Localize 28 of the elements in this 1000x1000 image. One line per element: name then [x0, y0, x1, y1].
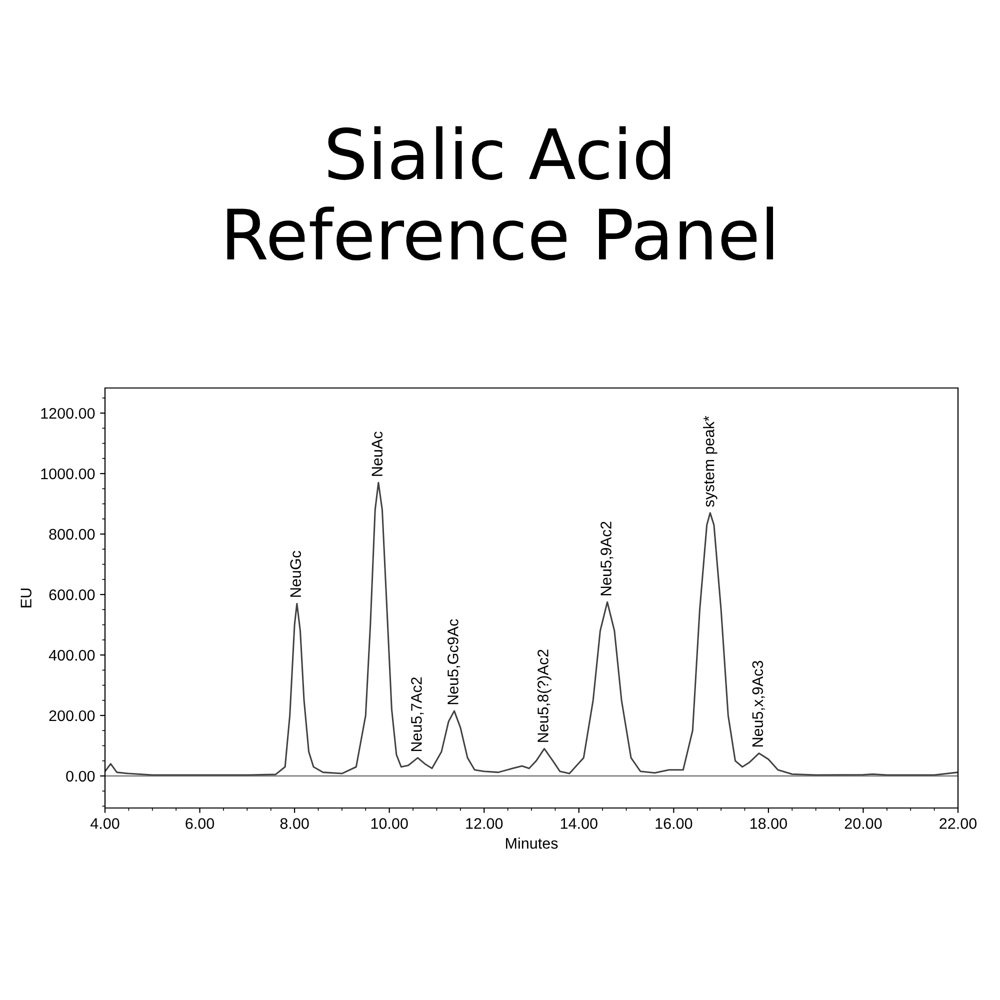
x-tick-label: 12.00 [466, 818, 503, 829]
y-axis-title: EU [20, 588, 32, 608]
annotation: NeuGc [290, 550, 302, 597]
x-tick-label: 8.00 [280, 818, 309, 829]
annotation: NeuAc [372, 432, 383, 476]
annotation: Neu5,7Ac2 [411, 677, 424, 751]
x-tick-label: 6.00 [186, 818, 214, 829]
y-tick-label: 600.00 [49, 589, 95, 600]
annotation: Neu5,8(?)Ac2 [537, 650, 552, 742]
y-tick-label: 1200.00 [41, 408, 95, 419]
x-tick-label: 18.00 [750, 818, 787, 829]
y-tick-label: 1000.00 [41, 468, 95, 480]
y-tick-label: 400.00 [48, 650, 95, 661]
y-tick-label: 200.00 [49, 710, 95, 722]
y-tick-label: 800.00 [49, 528, 95, 540]
x-tick-label: 10.00 [371, 818, 408, 829]
x-tick-label: 16.00 [656, 818, 692, 829]
x-tick-label: 14.00 [560, 818, 598, 829]
annotation: Neu5,x,9Ac3 [752, 660, 765, 746]
annotation: Neu5,Gc9Ac [448, 619, 460, 704]
x-tick-label: 20.00 [844, 818, 882, 829]
y-tick-label: 0.00 [66, 770, 95, 782]
x-tick-label: 4.00 [90, 818, 120, 829]
annotation: system peak* [703, 416, 718, 507]
x-tick-label: 22.00 [940, 818, 977, 829]
x-axis-title: Minutes [506, 838, 558, 849]
chart-title: Sialic Acid Reference Panel [227, 126, 774, 260]
annotation: Neu5,9Ac2 [600, 522, 614, 596]
